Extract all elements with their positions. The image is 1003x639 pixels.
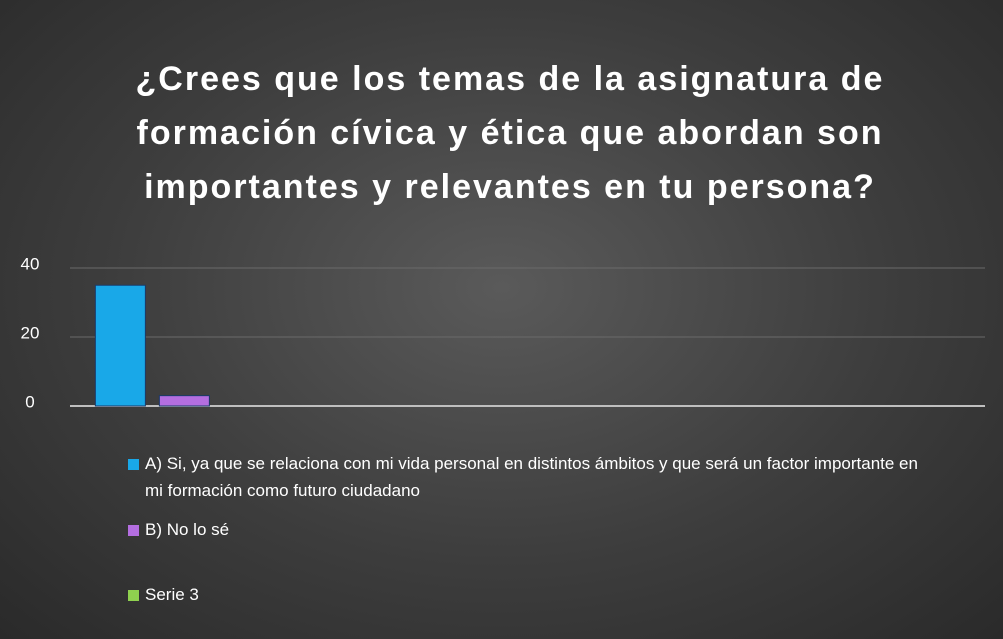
- bar: [158, 395, 210, 407]
- chart-title: ¿Crees que los temas de la asignatura de…: [135, 60, 885, 206]
- bar: [94, 284, 146, 407]
- legend-label: B) No lo sé: [145, 520, 230, 539]
- legend-entry: B) No lo sé: [128, 516, 928, 543]
- legend-swatch: [128, 459, 139, 470]
- legend-entry: Serie 3: [128, 581, 928, 608]
- legend-label: Serie 3: [145, 585, 199, 604]
- legend-swatch: [128, 525, 139, 536]
- legend-entry: A) Si, ya que se relaciona con mi vida p…: [128, 450, 928, 504]
- legend-label: A) Si, ya que se relaciona con mi vida p…: [145, 454, 918, 500]
- legend-swatch: [128, 590, 139, 601]
- y-tick-label: 0: [25, 392, 34, 411]
- y-tick-label: 20: [21, 323, 40, 342]
- legend: A) Si, ya que se relaciona con mi vida p…: [128, 450, 928, 639]
- y-tick-label: 40: [21, 254, 40, 273]
